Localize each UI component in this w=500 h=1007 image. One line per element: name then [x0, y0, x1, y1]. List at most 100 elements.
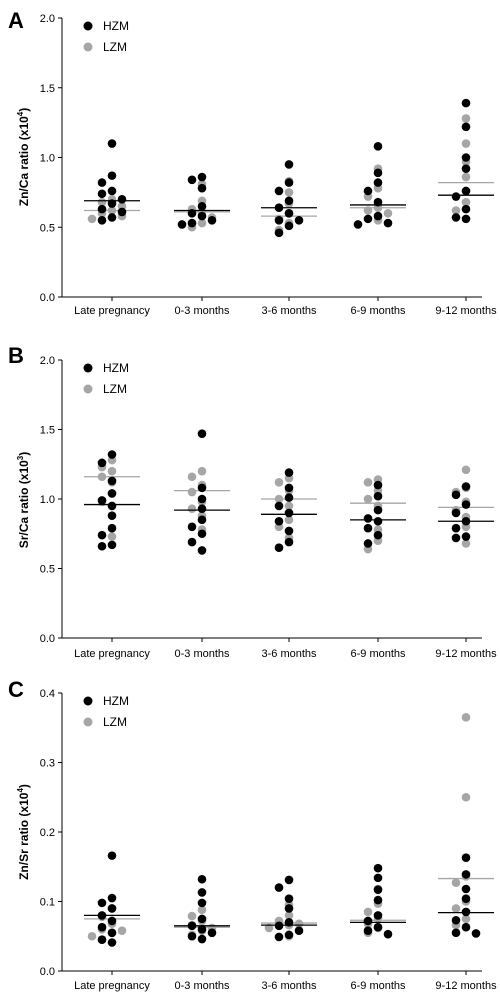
data-point-hzm [383, 929, 393, 939]
data-point-hzm [107, 893, 117, 903]
chart-panel-b: B 0.0 0.5 1.0 1.5 2.0 Late pregnancy 0-3 months… [8, 343, 497, 660]
y-tick-label: 0.5 [40, 564, 55, 576]
data-point-hzm [363, 514, 373, 523]
y-axis-title: Zn/Ca ratio (x104) [16, 108, 31, 206]
y-tick-label: 0.4 [40, 688, 55, 700]
data-point-hzm [284, 894, 294, 904]
data-point-hzm [284, 493, 294, 502]
y-tick-label: 1.5 [40, 425, 55, 437]
data-point-hzm [187, 931, 197, 941]
data-point-hzm [274, 883, 284, 892]
data-point-hzm [187, 218, 197, 228]
data-point-lzm [461, 914, 471, 924]
data-point-hzm [461, 907, 471, 917]
data-point-lzm [187, 472, 197, 482]
data-point-lzm [187, 487, 197, 497]
data-point-hzm [107, 186, 117, 196]
x-category-label: 9-12 months [435, 305, 497, 317]
data-point-lzm [187, 911, 197, 921]
data-point-hzm [197, 888, 207, 897]
data-point-hzm [97, 215, 107, 225]
data-point-lzm [284, 911, 294, 920]
data-point-hzm [284, 537, 294, 547]
data-point-hzm [107, 916, 117, 926]
y-tick-label: 2.0 [40, 355, 55, 367]
data-point-lzm [117, 926, 127, 935]
data-point-hzm [363, 186, 373, 196]
data-point-hzm [197, 934, 207, 944]
data-point-hzm [363, 523, 373, 533]
data-point-hzm [451, 523, 461, 533]
legend-marker-hzm [83, 21, 93, 31]
data-point-hzm [461, 482, 471, 491]
data-point-hzm [197, 172, 207, 182]
data-point-hzm [294, 215, 304, 225]
data-point-hzm [274, 516, 284, 526]
data-point-hzm [197, 211, 207, 221]
legend-label-hzm: HZM [103, 694, 129, 708]
data-point-hzm [461, 922, 471, 932]
data-point-hzm [284, 930, 294, 940]
data-point-lzm [461, 114, 471, 123]
data-point-hzm [177, 220, 187, 229]
data-point-hzm [284, 209, 294, 218]
data-point-hzm [197, 429, 207, 438]
data-point-hzm [274, 501, 284, 511]
data-point-hzm [461, 532, 471, 541]
data-point-hzm [373, 530, 383, 540]
y-tick-label: 2.0 [40, 13, 55, 25]
data-point-hzm [373, 895, 383, 905]
data-point-hzm [197, 515, 207, 525]
data-point-hzm [274, 543, 284, 552]
data-point-hzm [451, 915, 461, 925]
y-tick-label: 0.0 [40, 966, 55, 978]
x-category-label: 0-3 months [174, 305, 230, 317]
legend-label-hzm: HZM [103, 361, 129, 375]
data-point-hzm [107, 523, 117, 533]
data-point-lzm [107, 532, 117, 541]
data-point-hzm [284, 160, 294, 169]
data-point-hzm [197, 529, 207, 539]
data-point-lzm [461, 197, 471, 207]
data-point-hzm [284, 875, 294, 885]
data-point-lzm [284, 188, 294, 197]
y-tick-label: 0.2 [40, 827, 55, 839]
data-point-hzm [274, 215, 284, 225]
data-point-lzm [187, 504, 197, 514]
legend-label-lzm: LZM [103, 715, 127, 729]
data-point-hzm [97, 458, 107, 468]
legend-marker-hzm [83, 363, 93, 373]
data-point-lzm [197, 466, 207, 476]
data-point-hzm [471, 929, 481, 938]
data-point-hzm [107, 904, 117, 913]
data-point-hzm [373, 480, 383, 490]
data-point-hzm [97, 541, 107, 551]
data-point-lzm [87, 214, 97, 224]
data-point-hzm [284, 508, 294, 518]
data-point-hzm [373, 863, 383, 873]
data-point-lzm [87, 931, 97, 941]
data-point-hzm [107, 540, 117, 550]
data-point-lzm [107, 466, 117, 476]
data-point-hzm [373, 516, 383, 526]
data-point-hzm [363, 926, 373, 935]
data-point-hzm [107, 851, 117, 860]
data-point-hzm [373, 505, 383, 515]
data-point-hzm [284, 483, 294, 493]
data-point-hzm [373, 142, 383, 151]
data-point-hzm [197, 546, 207, 555]
data-point-hzm [461, 186, 471, 196]
data-point-hzm [97, 204, 107, 214]
data-point-hzm [187, 175, 197, 185]
data-point-hzm [451, 928, 461, 938]
data-point-lzm [363, 907, 373, 917]
x-category-label: 3-6 months [261, 305, 317, 317]
y-tick-label: 1.0 [40, 153, 55, 165]
data-point-lzm [274, 478, 284, 487]
legend-marker-lzm [83, 717, 93, 727]
x-category-label: 6-9 months [350, 980, 406, 992]
data-point-hzm [451, 192, 461, 201]
data-point-hzm [294, 926, 304, 935]
data-point-hzm [117, 207, 127, 217]
